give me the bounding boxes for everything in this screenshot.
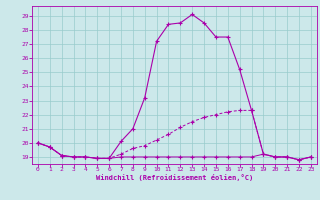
X-axis label: Windchill (Refroidissement éolien,°C): Windchill (Refroidissement éolien,°C) — [96, 174, 253, 181]
